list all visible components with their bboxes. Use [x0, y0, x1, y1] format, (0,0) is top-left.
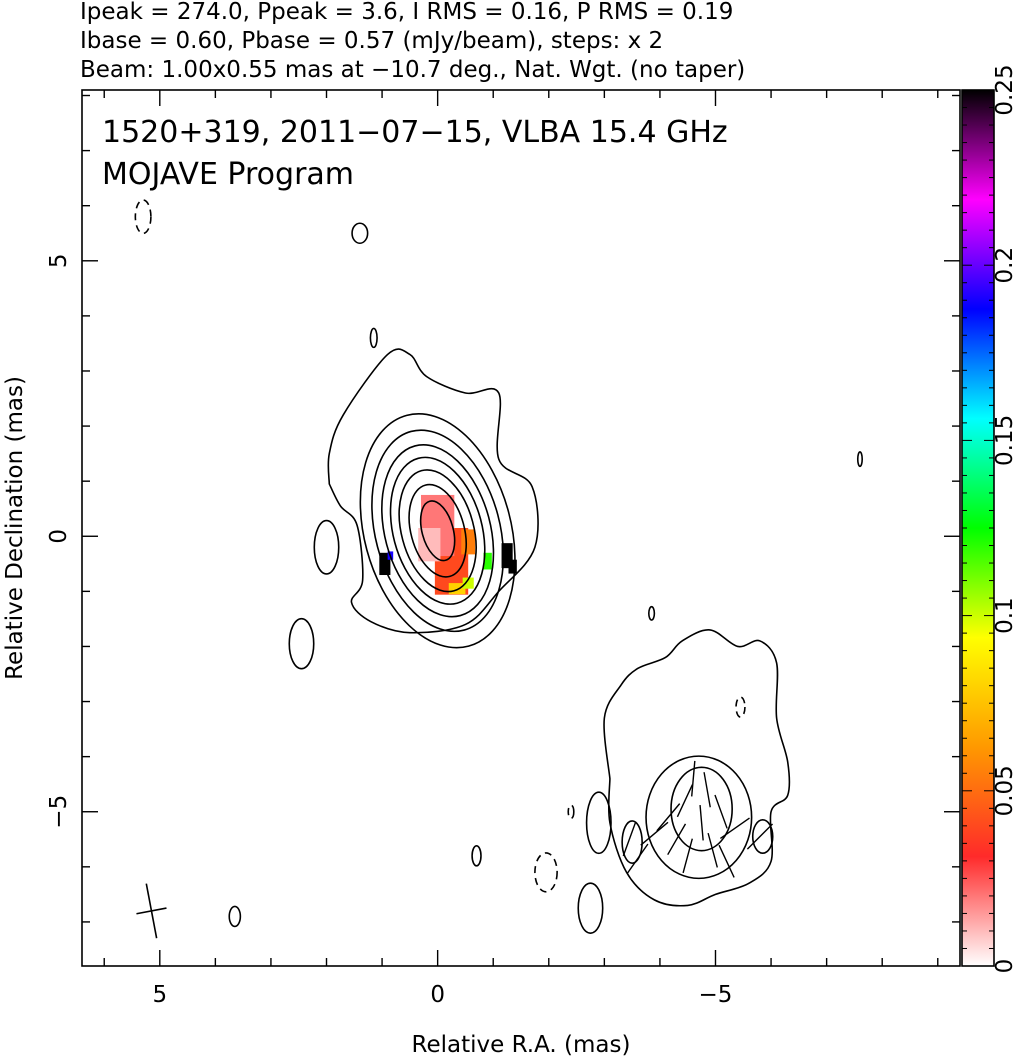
- evpa-vector: [719, 817, 750, 840]
- x-tick-label: 5: [152, 982, 167, 1008]
- polarization-pixel: [448, 583, 466, 595]
- evpa-vector: [703, 772, 711, 808]
- x-axis-label: Relative R.A. (mas): [412, 1032, 631, 1058]
- negative-contour: [534, 852, 558, 893]
- polarization-pixel: [508, 559, 517, 574]
- header-line-1: Ipeak = 274.0, Ppeak = 3.6, I RMS = 0.16…: [80, 0, 733, 25]
- contour-level: [751, 819, 774, 854]
- colorbar-tick-label: 0.25: [992, 64, 1018, 115]
- contour-level: [371, 429, 505, 633]
- jet-outer-contour: [603, 629, 791, 907]
- contour-level: [228, 905, 242, 928]
- polarization-pixel: [501, 543, 513, 569]
- program-label: MOJAVE Program: [102, 157, 354, 192]
- evpa-vector: [667, 823, 687, 856]
- polarization-pixel: [483, 552, 492, 570]
- axis-ticks: [82, 90, 960, 966]
- evpa-vector: [707, 832, 718, 868]
- colorbar-tick-label: 0.1: [992, 597, 1018, 634]
- axis-tick-labels: 5 0 −5 5 0 −5: [46, 253, 732, 1008]
- polarization-pixel: [461, 529, 476, 555]
- beam-cross: [136, 883, 167, 939]
- core-outer-contour: [327, 348, 539, 634]
- polarization-layer: [379, 494, 517, 595]
- colorbar-tick-label: 0.2: [992, 247, 1018, 284]
- colorbar-tick-label: 0: [992, 959, 1018, 974]
- colorbar-tick-labels: 0 0.05 0.1 0.15 0.2 0.25: [992, 64, 1018, 973]
- polarization-pixel: [379, 552, 391, 576]
- y-tick-label: 0: [46, 529, 72, 544]
- contour-level: [585, 791, 612, 855]
- contour-level: [369, 327, 378, 349]
- colorbar: [961, 89, 995, 967]
- contour-level: [288, 617, 315, 670]
- evpa-vector: [622, 822, 637, 857]
- contour-level: [398, 469, 477, 593]
- beam-layer: [136, 883, 167, 939]
- contour-level: [313, 519, 340, 575]
- evpa-vector: [676, 784, 694, 818]
- contour-level: [621, 820, 643, 864]
- contour-level: [419, 500, 456, 562]
- evpa-vector: [682, 838, 693, 874]
- contour-level: [471, 845, 482, 867]
- evpa-vector: [691, 760, 696, 797]
- contour-layer: [134, 199, 863, 934]
- y-axis-label: Relative Declination (mas): [2, 376, 28, 680]
- polarization-pixel: [462, 577, 474, 589]
- evpa-vector: [656, 803, 681, 832]
- contour-level: [408, 483, 467, 578]
- negative-contour: [567, 804, 575, 820]
- contour-level: [577, 882, 604, 934]
- contour-level: [648, 605, 656, 621]
- evpa-vector: [714, 794, 728, 829]
- colorbar-tick-label: 0.15: [992, 415, 1018, 466]
- x-tick-label: −5: [699, 982, 733, 1008]
- header-line-3: Beam: 1.00x0.55 mas at −10.7 deg., Nat. …: [80, 57, 745, 83]
- negative-contour: [134, 199, 152, 235]
- x-tick-label: 0: [430, 982, 445, 1008]
- y-tick-label: −5: [46, 795, 72, 829]
- evpa-vector: [718, 844, 735, 878]
- contour-level: [856, 451, 863, 468]
- evpa-vector: [626, 843, 649, 874]
- contour-level: [381, 444, 495, 618]
- evpa-vector: [699, 804, 704, 841]
- contour-level: [359, 412, 516, 649]
- evpa-vector: [640, 821, 669, 846]
- contour-level: [389, 456, 486, 605]
- colorbar-ticks: [962, 89, 994, 967]
- plot-frame: [81, 89, 961, 967]
- evpa-vector-layer: [622, 760, 774, 878]
- evpa-vector: [746, 823, 774, 850]
- colorbar-tick-label: 0.05: [992, 765, 1018, 816]
- contour-level: [670, 766, 733, 852]
- header-line-2: Ibase = 0.60, Pbase = 0.57 (mJy/beam), s…: [80, 28, 663, 54]
- negative-contour: [735, 696, 746, 718]
- source-label: 1520+319, 2011−07−15, VLBA 15.4 GHz: [102, 115, 728, 150]
- contour-level: [351, 222, 369, 245]
- y-tick-label: 5: [46, 253, 72, 268]
- contour-level: [645, 755, 753, 880]
